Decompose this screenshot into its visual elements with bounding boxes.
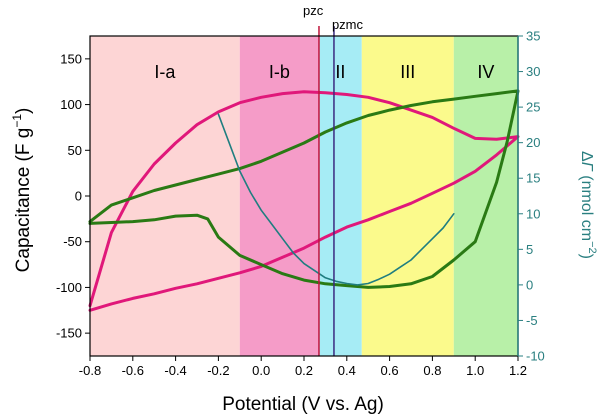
left-axis-label-sup: −1 xyxy=(10,114,24,128)
left-tick-label-7: -150 xyxy=(56,326,82,341)
series-line-3 xyxy=(217,113,455,286)
region-label-3: II xyxy=(335,62,345,82)
left-tick-label-5: -50 xyxy=(63,234,82,249)
left-tick-label-3: 50 xyxy=(68,143,82,158)
right-tick-label-6: 10 xyxy=(526,206,540,221)
right-axis-label-main: (nmol cm xyxy=(578,171,595,241)
marker-label-pzmc: pzmc xyxy=(332,17,364,32)
right-tick-label-9: -5 xyxy=(526,313,538,328)
x-tick-label-2: -0.6 xyxy=(122,363,144,378)
x-tick-label-5: 0.0 xyxy=(252,363,270,378)
left-tick-label-2: 100 xyxy=(60,97,82,112)
right-tick-label-3: 25 xyxy=(526,100,540,115)
x-tick-label-4: -0.2 xyxy=(207,363,229,378)
left-axis-label-close: ) xyxy=(13,108,34,114)
right-axis-label-close: ) xyxy=(578,254,595,259)
left-tick-label-1: 150 xyxy=(60,51,82,66)
region-label-5: IV xyxy=(477,62,494,82)
right-tick-label-7: 5 xyxy=(526,242,533,257)
x-axis-label-text: Potential (V vs. Ag) xyxy=(222,394,384,415)
x-tick-label-1: -0.8 xyxy=(79,363,101,378)
region-label-2: I-b xyxy=(269,62,290,82)
right-axis-label-delta: Δ xyxy=(578,151,595,162)
region-label-4: III xyxy=(400,62,415,82)
right-tick-label-8: 0 xyxy=(526,277,533,292)
right-axis-ticks: 35 30 25 20 15 10 5 0 -5 -10 xyxy=(518,29,545,364)
x-tick-label-6: 0.2 xyxy=(295,363,313,378)
left-axis-ticks: 150 100 50 0 -50 -100 -150 xyxy=(56,51,90,341)
region-band-4 xyxy=(361,36,454,356)
region-bands: I-a I-b II III IV xyxy=(90,36,518,356)
right-axis-label-gamma: Γ xyxy=(578,162,595,172)
right-tick-label-2: 30 xyxy=(526,64,540,79)
x-tick-label-9: 0.8 xyxy=(423,363,441,378)
right-tick-label-1: 35 xyxy=(526,29,540,44)
right-axis-label: ΔΓ (nmol cm−2) xyxy=(578,151,598,259)
series-line-2 xyxy=(88,89,520,289)
region-band-3 xyxy=(318,36,362,356)
right-tick-label-10: -10 xyxy=(526,349,545,364)
left-axis-label-main: Capacitance (F g xyxy=(13,128,34,273)
region-band-1 xyxy=(90,36,240,356)
region-label-1: I-a xyxy=(154,62,176,82)
x-tick-label-10: 1.0 xyxy=(466,363,484,378)
left-tick-label-6: -100 xyxy=(56,280,82,295)
right-tick-label-4: 20 xyxy=(526,135,540,150)
left-tick-label-4: 0 xyxy=(75,189,82,204)
x-axis-ticks: -0.8 -0.6 -0.4 -0.2 0.0 0.2 0.4 0.6 0.8 1.0 1.2 xyxy=(79,356,527,378)
x-axis-label: Potential (V vs. Ag) xyxy=(222,394,384,415)
x-tick-label-7: 0.4 xyxy=(338,363,356,378)
x-tick-label-8: 0.6 xyxy=(381,363,399,378)
right-axis-label-sup: −2 xyxy=(586,241,598,254)
left-axis-label: Capacitance (F g−1) xyxy=(10,108,34,273)
region-band-5 xyxy=(453,36,518,356)
right-tick-label-5: 15 xyxy=(526,171,540,186)
marker-label-pzc: pzc xyxy=(303,3,324,18)
region-band-2 xyxy=(239,36,319,356)
x-tick-label-11: 1.2 xyxy=(509,363,527,378)
x-tick-label-3: -0.4 xyxy=(164,363,186,378)
